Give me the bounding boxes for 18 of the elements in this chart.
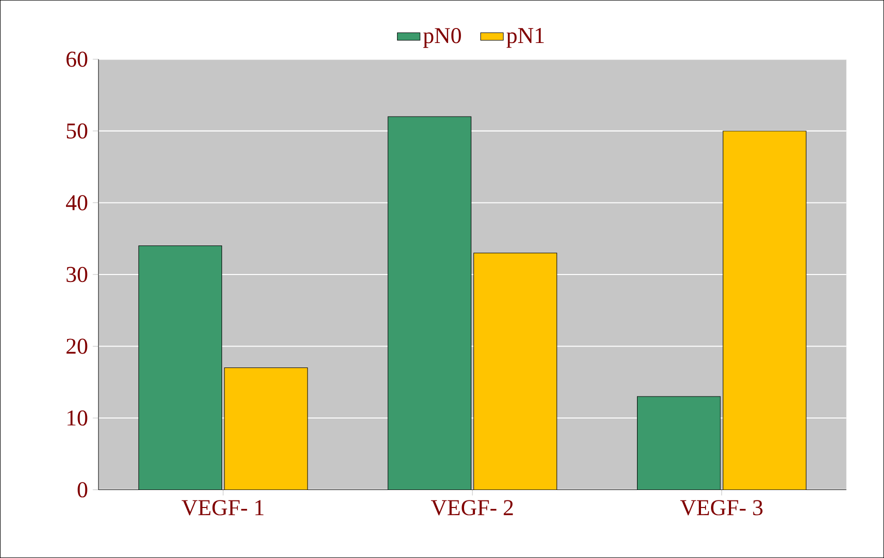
y-tick-label: 30 [66,266,88,282]
y-tick-label: 40 [66,195,88,210]
y-tick-label: 60 [66,52,88,67]
x-tick-label: VEGF- 3 [680,500,762,516]
bar [138,246,222,490]
y-tick-label: 50 [66,123,88,139]
bar [474,252,557,490]
x-tick-label: VEGF- 2 [430,500,513,516]
bar [722,130,806,490]
legend-label: pN1 [506,28,544,48]
x-tick-label: VEGF- 1 [182,500,264,516]
y-tick-label: 10 [68,410,88,426]
bar [637,396,721,490]
y-tick-label: 0 [78,482,88,498]
y-tick-label: 20 [66,338,88,354]
legend-label: pN0 [423,28,461,48]
bar [388,116,472,490]
bar [224,368,308,490]
